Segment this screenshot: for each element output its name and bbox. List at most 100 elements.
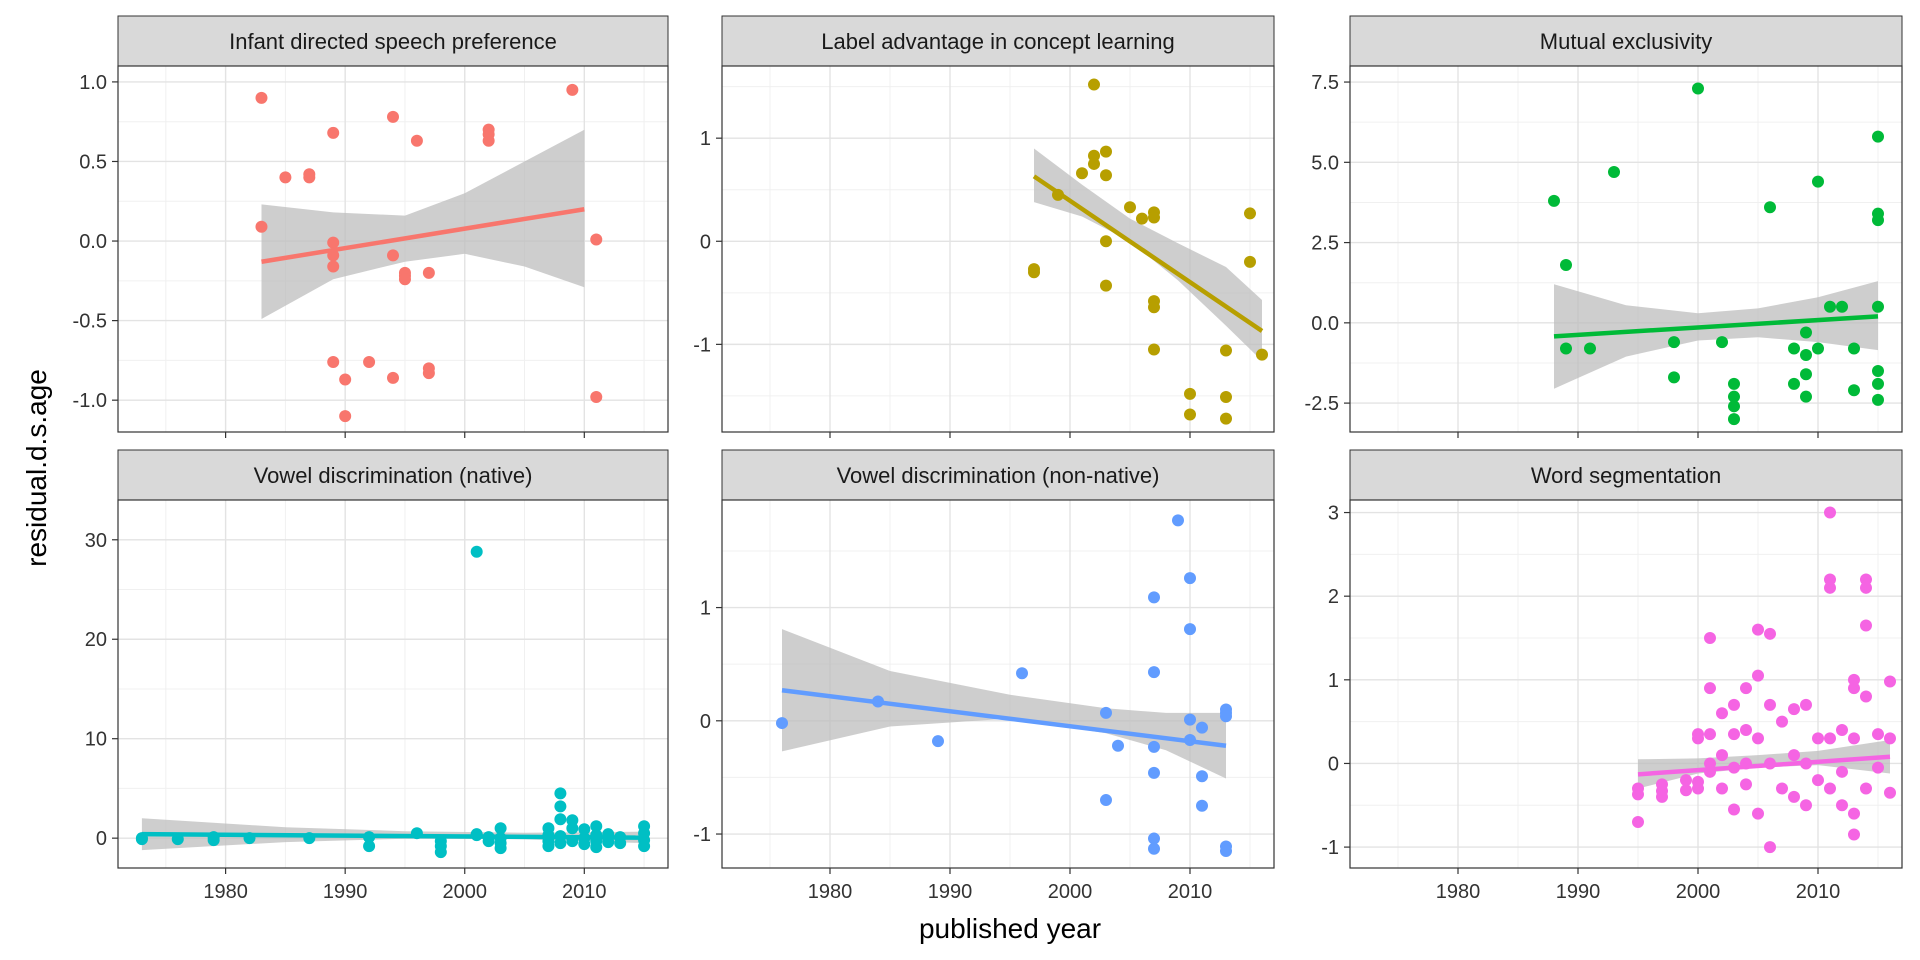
data-point bbox=[1680, 774, 1692, 787]
data-point bbox=[1716, 749, 1728, 762]
y-tick-label: 7.5 bbox=[1311, 72, 1339, 94]
data-point bbox=[1764, 627, 1776, 640]
data-point bbox=[1860, 782, 1872, 795]
data-point bbox=[1148, 842, 1160, 855]
data-point bbox=[578, 838, 591, 851]
data-point bbox=[1584, 342, 1596, 355]
confidence-band bbox=[1554, 281, 1878, 389]
panels-layer: Infant directed speech preference -1.0 -0.… bbox=[73, 15, 1903, 903]
y-tick-label: -2.5 bbox=[1305, 393, 1339, 415]
y-tick-label: 30 bbox=[85, 530, 107, 552]
data-point bbox=[207, 834, 220, 847]
data-point bbox=[1220, 412, 1232, 425]
data-point bbox=[1716, 782, 1728, 795]
y-tick-label: -1 bbox=[693, 334, 711, 356]
data-point bbox=[1884, 675, 1896, 688]
data-point bbox=[1668, 371, 1680, 384]
data-point bbox=[1088, 157, 1100, 170]
data-point bbox=[590, 820, 603, 833]
data-point bbox=[1728, 803, 1740, 816]
data-point bbox=[1704, 728, 1716, 741]
data-point bbox=[339, 410, 352, 423]
data-point bbox=[494, 842, 507, 855]
data-point bbox=[1788, 749, 1800, 762]
data-point bbox=[1016, 667, 1028, 680]
data-point bbox=[1560, 342, 1572, 355]
data-point bbox=[1100, 279, 1112, 292]
data-point bbox=[614, 837, 627, 850]
data-point bbox=[255, 220, 268, 233]
data-point bbox=[554, 813, 567, 826]
data-point bbox=[1824, 581, 1836, 594]
trend-line bbox=[141, 831, 645, 840]
data-point bbox=[1764, 698, 1776, 711]
data-point bbox=[482, 134, 495, 147]
data-point bbox=[1728, 390, 1740, 403]
facet-panel: Vowel discrimination (native) 0 10 20 30 1980… bbox=[85, 449, 669, 903]
panel-background bbox=[722, 66, 1274, 432]
facet-title: Vowel discrimination (native) bbox=[254, 463, 533, 488]
data-point bbox=[1220, 390, 1232, 403]
data-point bbox=[1184, 713, 1196, 726]
data-point bbox=[1872, 393, 1884, 406]
data-point bbox=[327, 260, 340, 273]
data-point bbox=[1812, 342, 1824, 355]
y-tick-label: 0.5 bbox=[79, 151, 107, 173]
data-point bbox=[590, 841, 603, 854]
data-point bbox=[1716, 707, 1728, 720]
data-point bbox=[1148, 832, 1160, 845]
data-point bbox=[1100, 145, 1112, 158]
data-point bbox=[542, 840, 555, 853]
data-point bbox=[1728, 400, 1740, 413]
data-point bbox=[1860, 573, 1872, 586]
data-point bbox=[1860, 619, 1872, 632]
data-point bbox=[1148, 301, 1160, 314]
data-point bbox=[339, 373, 352, 386]
confidence-band bbox=[782, 629, 1226, 779]
facet-panel: Infant directed speech preference -1.0 -0.… bbox=[73, 15, 669, 438]
x-tick-label: 2000 bbox=[1676, 881, 1721, 903]
data-point bbox=[327, 126, 340, 139]
data-point bbox=[1728, 698, 1740, 711]
data-point bbox=[1800, 348, 1812, 361]
data-point bbox=[1872, 300, 1884, 313]
panel-background bbox=[1350, 66, 1902, 432]
data-point bbox=[1148, 343, 1160, 356]
data-point bbox=[554, 787, 567, 800]
data-point bbox=[1172, 514, 1184, 527]
data-point bbox=[1884, 732, 1896, 745]
data-point bbox=[1184, 387, 1196, 400]
data-point bbox=[776, 717, 788, 730]
data-point bbox=[1560, 259, 1572, 272]
data-point bbox=[1740, 778, 1752, 791]
data-point bbox=[1800, 698, 1812, 711]
data-point bbox=[1136, 212, 1148, 225]
y-tick-label: 1 bbox=[700, 598, 711, 620]
data-point bbox=[1812, 774, 1824, 787]
data-point bbox=[1788, 790, 1800, 803]
data-point bbox=[1752, 732, 1764, 745]
y-tick-label: 1.0 bbox=[79, 72, 107, 94]
facet-title: Word segmentation bbox=[1531, 463, 1721, 488]
data-point bbox=[1196, 770, 1208, 783]
data-point bbox=[363, 840, 376, 853]
data-point bbox=[1836, 799, 1848, 812]
data-point bbox=[1800, 799, 1812, 812]
data-point bbox=[1148, 766, 1160, 779]
y-tick-label: -1.0 bbox=[73, 390, 107, 412]
x-tick-label: 2000 bbox=[442, 881, 487, 903]
data-point bbox=[1728, 413, 1740, 426]
x-tick-label: 1980 bbox=[1436, 881, 1481, 903]
data-point bbox=[255, 91, 268, 104]
data-point bbox=[1100, 794, 1112, 807]
panel-background bbox=[118, 500, 668, 868]
y-tick-label: 2 bbox=[1328, 586, 1339, 608]
data-point bbox=[1824, 782, 1836, 795]
facet-panel: Label advantage in concept learning -1 0 1 bbox=[693, 15, 1275, 438]
data-point bbox=[387, 110, 399, 123]
data-point bbox=[387, 249, 399, 262]
data-point bbox=[1752, 669, 1764, 682]
data-point bbox=[1848, 732, 1860, 745]
data-point bbox=[1848, 682, 1860, 695]
data-point bbox=[566, 822, 579, 835]
